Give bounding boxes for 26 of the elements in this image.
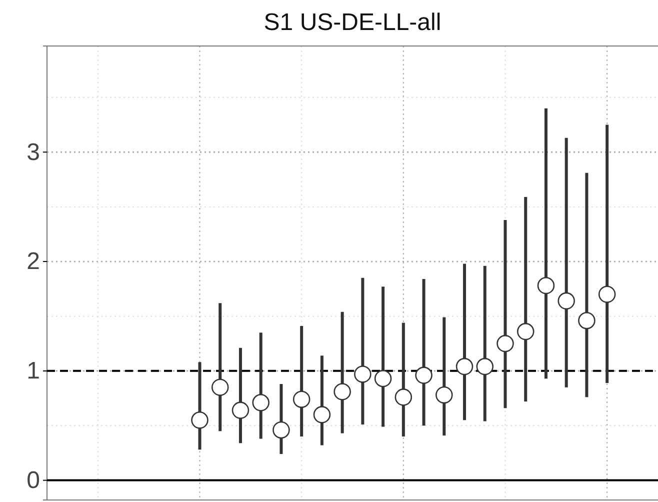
point [211,378,229,396]
point [292,390,310,408]
y-tick-label: 3 [26,138,40,166]
point [456,358,474,376]
point [354,366,372,383]
point [537,276,555,294]
point [232,402,250,419]
point [558,292,575,310]
point [496,334,514,352]
point [415,366,432,384]
y-tick-label: 1 [26,358,40,385]
point [516,322,534,340]
point [436,386,453,404]
point [578,312,596,330]
point [394,388,412,406]
point [374,370,392,388]
y-tick-label: 2 [26,248,40,276]
point [313,406,331,424]
point [334,383,351,400]
chart-title: S1 US-DE-LL-all [264,9,442,36]
point [476,358,494,376]
point [272,421,290,439]
point [252,394,270,412]
y-tick-label: 0 [26,466,40,494]
point [598,286,616,303]
point [191,412,208,429]
